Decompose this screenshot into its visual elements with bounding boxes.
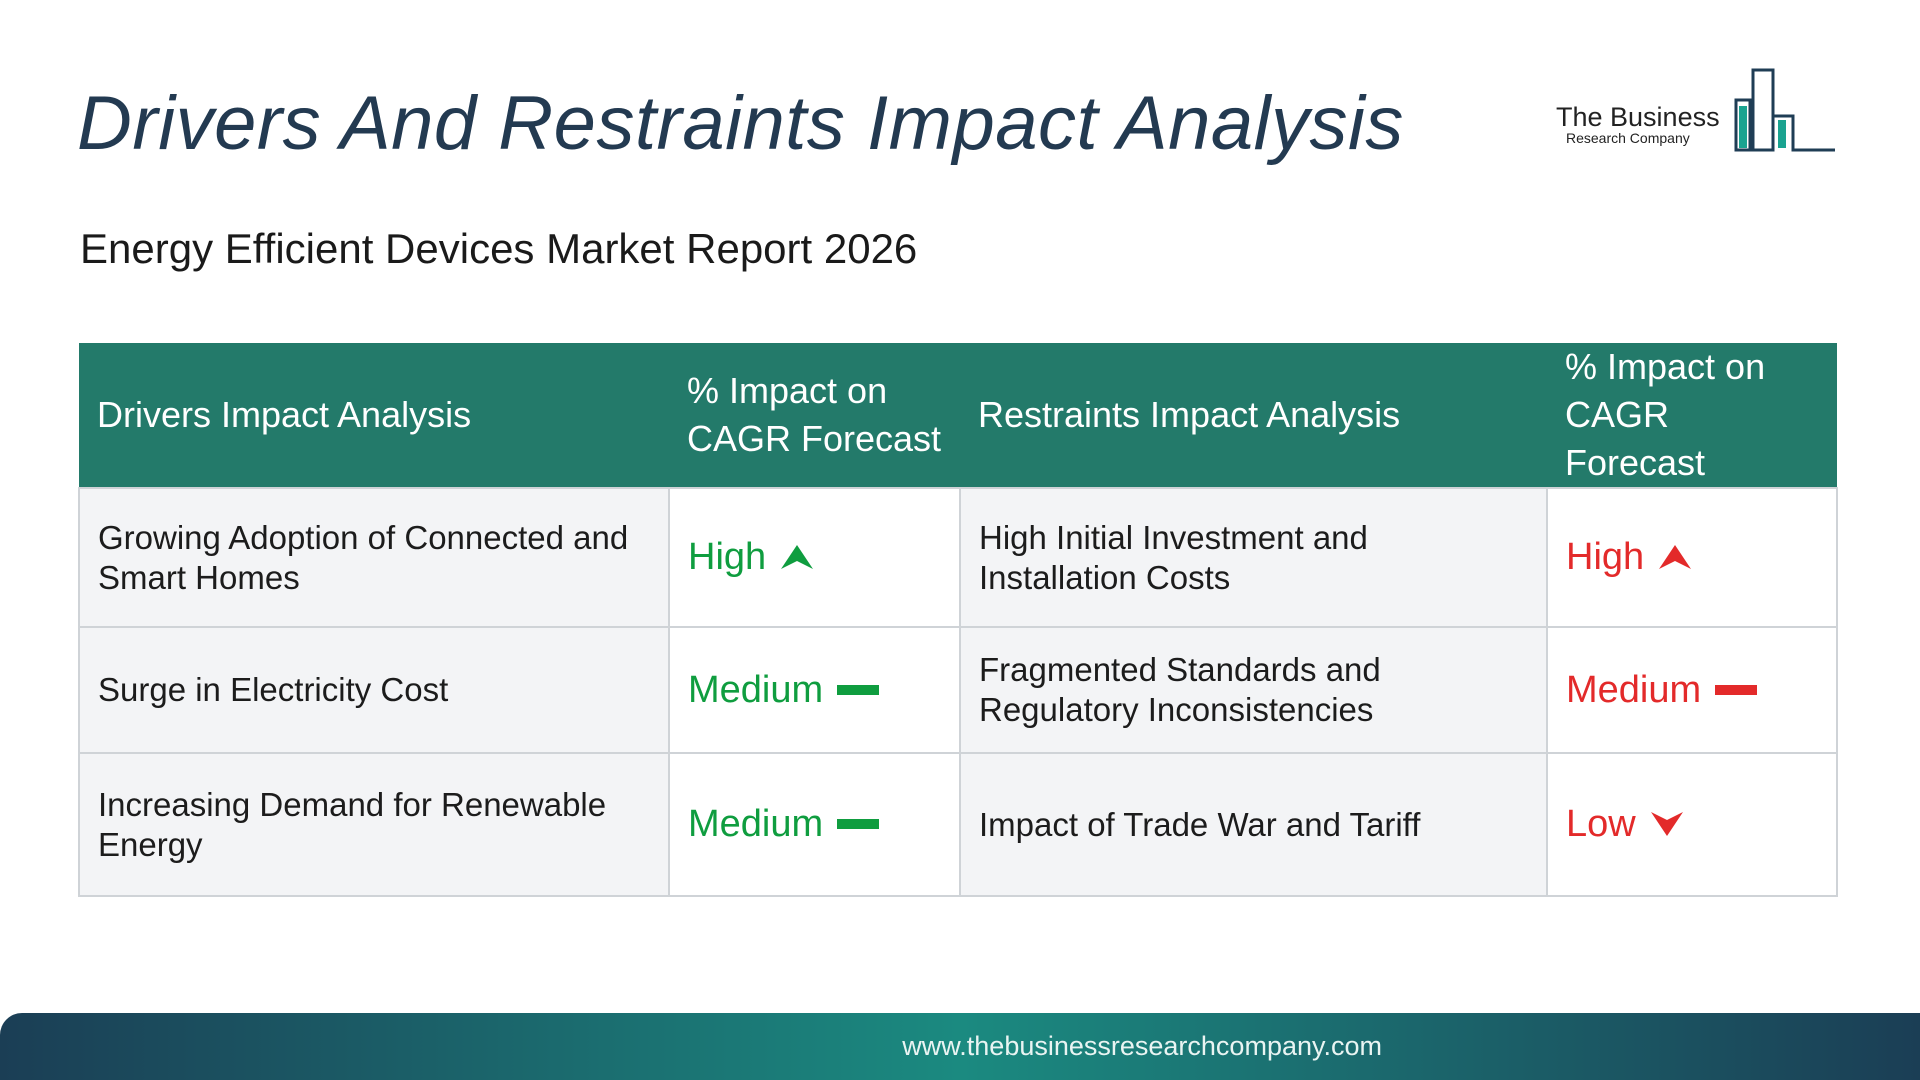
- driver-impact-cell: Medium: [668, 626, 961, 754]
- down-arrow-icon: [1650, 812, 1683, 836]
- impact-label: High: [1566, 536, 1645, 578]
- dash-icon: [837, 819, 880, 829]
- table-row: Surge in Electricity Cost Medium Fragmen…: [78, 626, 1838, 754]
- table-row: Growing Adoption of Connected and Smart …: [78, 487, 1838, 628]
- driver-cell: Increasing Demand for Renewable Energy: [78, 752, 670, 897]
- driver-impact-cell: Medium: [668, 752, 961, 897]
- footer-bar: www.thebusinessresearchcompany.com: [0, 1013, 1920, 1080]
- page-title: Drivers And Restraints Impact Analysis: [77, 81, 1404, 166]
- restraint-cell: Fragmented Standards and Regulatory Inco…: [959, 626, 1548, 754]
- report-subtitle: Energy Efficient Devices Market Report 2…: [80, 225, 918, 272]
- up-arrow-icon: [1659, 545, 1692, 569]
- footer-url[interactable]: www.thebusinessresearchcompany.com: [902, 1031, 1382, 1061]
- header-drivers-impact: % Impact on CAGR Forecast: [669, 343, 960, 488]
- logo-bars-icon: [1734, 68, 1835, 152]
- restraint-impact-cell: Low: [1546, 752, 1838, 897]
- restraint-cell: High Initial Investment and Installation…: [959, 487, 1548, 628]
- driver-cell: Surge in Electricity Cost: [78, 626, 670, 754]
- driver-cell: Growing Adoption of Connected and Smart …: [78, 487, 670, 628]
- impact-label: High: [688, 536, 767, 578]
- table-row: Increasing Demand for Renewable Energy M…: [78, 752, 1838, 897]
- header-drivers: Drivers Impact Analysis: [79, 343, 669, 488]
- restraint-cell: Impact of Trade War and Tariff: [959, 752, 1548, 897]
- header-restraints: Restraints Impact Analysis: [960, 343, 1547, 488]
- company-logo: The Business Research Company: [1550, 66, 1840, 156]
- logo-line1: The Business: [1556, 102, 1720, 132]
- up-arrow-icon: [781, 545, 814, 569]
- dash-icon: [837, 684, 880, 695]
- driver-impact-cell: High: [668, 487, 961, 628]
- impact-label: Low: [1566, 803, 1636, 845]
- impact-label: Medium: [1566, 668, 1702, 711]
- impact-label: Medium: [688, 803, 824, 845]
- dash-icon: [1715, 684, 1758, 695]
- table-header-row: Drivers Impact Analysis % Impact on CAGR…: [79, 343, 1837, 488]
- header-restraints-impact: % Impact on CAGR Forecast: [1547, 343, 1837, 488]
- restraint-impact-cell: Medium: [1546, 626, 1838, 754]
- restraint-impact-cell: High: [1546, 487, 1838, 628]
- impact-table: Drivers Impact Analysis % Impact on CAGR…: [78, 343, 1838, 897]
- impact-label: Medium: [688, 668, 824, 711]
- logo-line2: Research Company: [1566, 130, 1690, 146]
